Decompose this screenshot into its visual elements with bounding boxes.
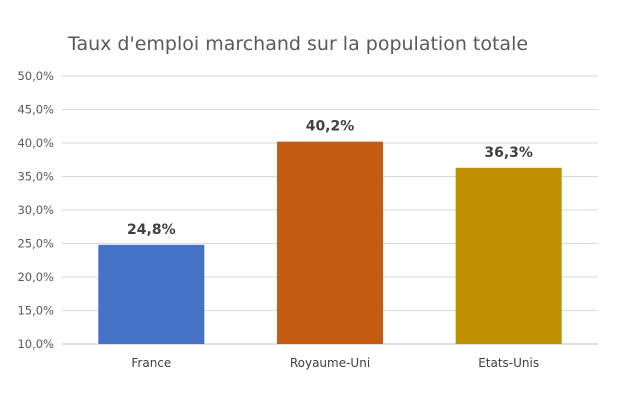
y-tick-label: 10,0% [17,337,54,351]
y-tick-label: 20,0% [17,270,54,284]
y-tick-label: 30,0% [17,203,54,217]
bar [277,141,383,344]
data-label: 24,8% [127,222,176,238]
data-label: 40,2% [306,119,355,135]
y-axis-ticks: 10,0% 15,0% 20,0% 25,0% 30,0% 35,0% 40,0% 45,0%… [17,69,54,351]
x-axis-categories: France Royaume-Uni Etats-Unis [131,356,539,370]
data-label: 36,3% [484,145,533,161]
bar [455,167,562,344]
bar [98,244,205,344]
x-category-label: France [131,356,171,370]
x-category-label: Royaume-Uni [290,356,370,370]
y-tick-label: 50,0% [17,69,54,83]
y-tick-label: 40,0% [17,136,54,150]
data-labels: 24,8% 40,2% 36,3% [127,119,533,238]
y-tick-label: 15,0% [17,304,54,318]
y-tick-label: 35,0% [17,170,54,184]
bars [98,141,562,344]
y-tick-label: 25,0% [17,237,54,251]
x-category-label: Etats-Unis [478,356,539,370]
chart-title: Taux d'emploi marchand sur la population… [67,33,528,55]
y-tick-label: 45,0% [17,103,54,117]
